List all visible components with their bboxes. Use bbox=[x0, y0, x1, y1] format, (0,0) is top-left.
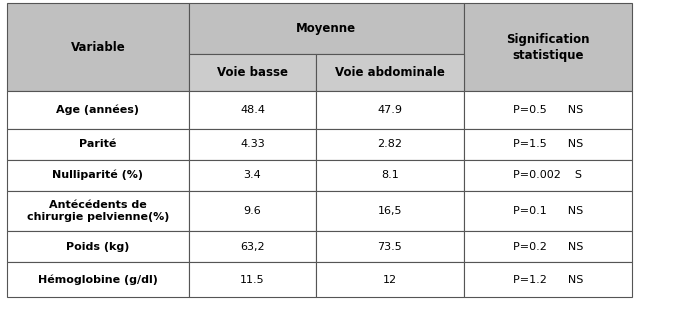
Text: P=1.2      NS: P=1.2 NS bbox=[513, 274, 583, 285]
Bar bbox=[189, 160, 316, 191]
Bar bbox=[7, 231, 189, 262]
Bar bbox=[464, 91, 632, 129]
Text: 47.9: 47.9 bbox=[377, 105, 403, 115]
Bar bbox=[189, 3, 464, 54]
Bar bbox=[316, 91, 464, 129]
Bar bbox=[7, 3, 189, 91]
Text: Hémoglobine (g/dl): Hémoglobine (g/dl) bbox=[38, 274, 158, 285]
Bar bbox=[316, 129, 464, 160]
Text: 3.4: 3.4 bbox=[244, 170, 261, 180]
Text: P=1.5      NS: P=1.5 NS bbox=[513, 139, 583, 149]
Bar bbox=[189, 91, 316, 129]
Text: Antécédents de
chirurgie pelvienne(%): Antécédents de chirurgie pelvienne(%) bbox=[27, 200, 169, 222]
Bar bbox=[7, 91, 189, 129]
Text: 63,2: 63,2 bbox=[240, 242, 264, 252]
Text: Voie basse: Voie basse bbox=[217, 66, 288, 79]
Bar bbox=[316, 262, 464, 297]
Bar bbox=[189, 231, 316, 262]
Bar bbox=[7, 262, 189, 297]
Bar bbox=[464, 3, 632, 91]
Text: 16,5: 16,5 bbox=[378, 206, 402, 216]
Text: Parité: Parité bbox=[79, 139, 117, 149]
Bar bbox=[7, 129, 189, 160]
Text: 11.5: 11.5 bbox=[240, 274, 264, 285]
Text: Moyenne: Moyenne bbox=[296, 22, 357, 35]
Text: Voie abdominale: Voie abdominale bbox=[335, 66, 444, 79]
Bar bbox=[464, 160, 632, 191]
Bar bbox=[189, 262, 316, 297]
Text: P=0.2      NS: P=0.2 NS bbox=[513, 242, 583, 252]
Bar bbox=[7, 160, 189, 191]
Bar bbox=[189, 129, 316, 160]
Bar bbox=[316, 54, 464, 91]
Bar bbox=[316, 160, 464, 191]
Bar bbox=[316, 191, 464, 231]
Text: 2.82: 2.82 bbox=[377, 139, 403, 149]
Bar bbox=[464, 262, 632, 297]
Text: P=0.1      NS: P=0.1 NS bbox=[513, 206, 583, 216]
Text: 48.4: 48.4 bbox=[240, 105, 265, 115]
Text: Nulliparité (%): Nulliparité (%) bbox=[52, 170, 144, 181]
Text: Signification
statistique: Signification statistique bbox=[506, 33, 589, 62]
Bar bbox=[189, 191, 316, 231]
Bar bbox=[7, 191, 189, 231]
Text: Variable: Variable bbox=[71, 41, 125, 54]
Bar bbox=[189, 54, 316, 91]
Text: Age (années): Age (années) bbox=[56, 105, 139, 115]
Bar bbox=[464, 231, 632, 262]
Bar bbox=[464, 129, 632, 160]
Bar bbox=[464, 191, 632, 231]
Text: 9.6: 9.6 bbox=[244, 206, 261, 216]
Text: 73.5: 73.5 bbox=[377, 242, 403, 252]
Bar bbox=[316, 231, 464, 262]
Text: 8.1: 8.1 bbox=[381, 170, 398, 180]
Text: 12: 12 bbox=[383, 274, 397, 285]
Text: 4.33: 4.33 bbox=[240, 139, 265, 149]
Text: P=0.002    S: P=0.002 S bbox=[513, 170, 583, 180]
Text: P=0.5      NS: P=0.5 NS bbox=[513, 105, 583, 115]
Text: Poids (kg): Poids (kg) bbox=[66, 242, 130, 252]
